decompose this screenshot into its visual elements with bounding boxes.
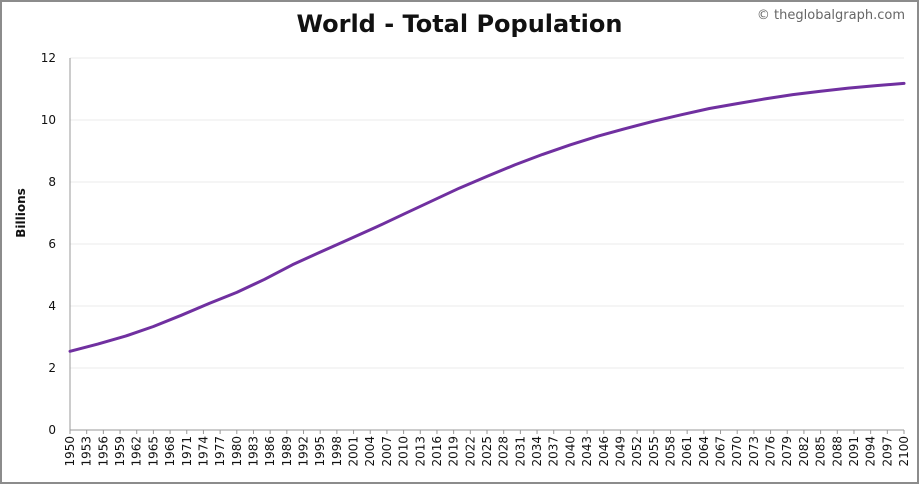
x-tick-label: 2040 (563, 436, 577, 467)
x-tick-label: 2052 (630, 436, 644, 467)
x-tick-label: 2001 (347, 436, 361, 467)
y-tick-label: 2 (48, 361, 56, 375)
x-tick-label: 1950 (63, 436, 77, 467)
y-tick-label: 0 (48, 423, 56, 437)
x-tick-label: 2070 (730, 436, 744, 467)
x-tick-label: 1989 (280, 436, 294, 467)
y-axis-label: Billions (14, 188, 28, 238)
x-tick-label: 1986 (263, 436, 277, 467)
y-tick-label: 4 (48, 299, 56, 313)
x-tick-label: 2031 (513, 436, 527, 467)
x-tick-label: 2010 (397, 436, 411, 467)
x-tick-label: 1974 (196, 436, 210, 467)
x-tick-label: 2058 (663, 436, 677, 467)
x-tick-label: 2100 (897, 436, 911, 467)
x-tick-label: 2037 (547, 436, 561, 467)
x-tick-label: 2022 (463, 436, 477, 467)
x-tick-label: 2055 (647, 436, 661, 467)
y-tick-label: 8 (48, 175, 56, 189)
x-tick-label: 2088 (830, 436, 844, 467)
x-tick-labels: 1950 1953 1956 1959 1962 1965 1968 1971 1974 1977… (63, 430, 911, 467)
x-tick-label: 1992 (297, 436, 311, 467)
y-tick-labels: 0 2 4 6 8 10 12 (41, 51, 56, 437)
x-tick-label: 1962 (130, 436, 144, 467)
x-tick-label: 2091 (847, 436, 861, 467)
x-tick-label: 1977 (213, 436, 227, 467)
x-tick-label: 2085 (814, 436, 828, 467)
x-tick-label: 2046 (597, 436, 611, 467)
series-group (68, 81, 906, 353)
series-line (68, 81, 906, 353)
x-tick-label: 1959 (113, 436, 127, 467)
x-tick-label: 2061 (680, 436, 694, 467)
grid-lines (70, 57, 904, 369)
x-tick-label: 2094 (864, 436, 878, 467)
chart-credit: © theglobalgraph.com (756, 8, 905, 23)
x-tick-label: 2034 (530, 436, 544, 467)
x-tick-label: 1968 (163, 436, 177, 467)
x-tick-label: 2049 (613, 436, 627, 467)
x-tick-label: 2004 (363, 436, 377, 467)
x-tick-label: 2076 (764, 436, 778, 467)
x-tick-label: 1971 (180, 436, 194, 467)
x-tick-label: 2064 (697, 436, 711, 467)
x-tick-label: 2007 (380, 436, 394, 467)
y-tick-label: 6 (48, 237, 56, 251)
x-tick-label: 1956 (96, 436, 110, 467)
x-tick-label: 2043 (580, 436, 594, 467)
x-tick-label: 2025 (480, 436, 494, 467)
x-tick-label: 1965 (146, 436, 160, 467)
x-tick-label: 2013 (413, 436, 427, 467)
x-tick-label: 2097 (880, 436, 894, 467)
x-tick-label: 2079 (780, 436, 794, 467)
x-tick-label: 1953 (80, 436, 94, 467)
x-tick-label: 2067 (714, 436, 728, 467)
y-tick-label: 10 (41, 113, 56, 127)
x-tick-label: 2019 (447, 436, 461, 467)
x-tick-label: 1983 (246, 436, 260, 467)
x-tick-label: 1995 (313, 436, 327, 467)
x-tick-label: 2016 (430, 436, 444, 467)
x-tick-label: 2028 (497, 436, 511, 467)
chart-title: World - Total Population (296, 10, 623, 38)
x-tick-label: 2073 (747, 436, 761, 467)
x-tick-label: 1998 (330, 436, 344, 467)
x-tick-label: 2082 (797, 436, 811, 467)
y-tick-label: 12 (41, 51, 56, 65)
x-tick-label: 1980 (230, 436, 244, 467)
